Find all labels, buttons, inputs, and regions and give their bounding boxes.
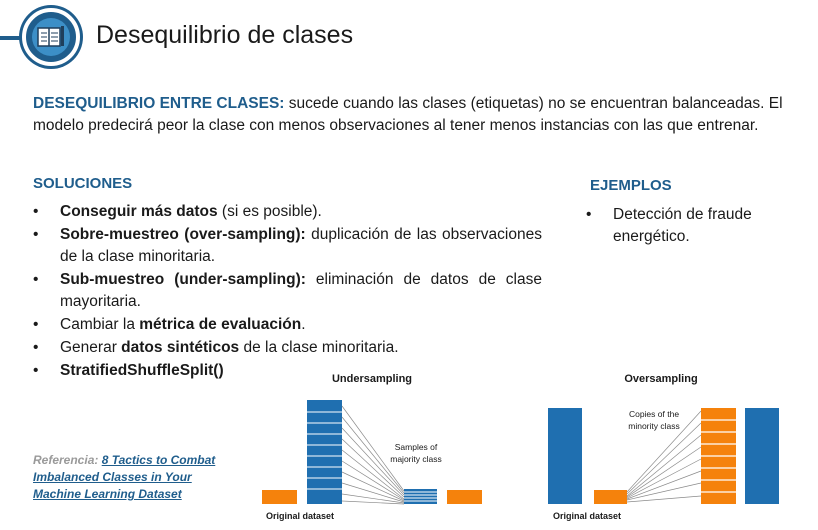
examples-heading: EJEMPLOS	[590, 177, 672, 194]
intro-term: DESEQUILIBRIO ENTRE CLASES:	[33, 95, 285, 112]
list-item: Sub-muestreo (under-sampling): eliminaci…	[33, 269, 542, 313]
minority-note-line2: minority class	[628, 421, 679, 431]
minority-note-line1: Copies of the	[629, 409, 679, 419]
majority-bar-kept	[745, 408, 779, 504]
reference: Referencia: 8 Tactics to Combat Imbalanc…	[33, 452, 233, 503]
list-item: StratifiedShuffleSplit()	[33, 360, 542, 382]
list-item: Sobre-muestreo (over-sampling): duplicac…	[33, 224, 542, 268]
reference-link[interactable]: 8 Tactics to Combat Imbalanced Classes i…	[33, 453, 216, 501]
sampled-majority-bar	[404, 489, 437, 504]
list-item: Generar datos sintéticos de la clase min…	[33, 337, 542, 359]
intro-text: sucede cuando las clases (etiquetas) no …	[33, 95, 783, 134]
examples-list: Detección de fraude energético.	[586, 204, 786, 248]
minority-bar-original	[262, 490, 297, 504]
intro-paragraph: DESEQUILIBRIO ENTRE CLASES: sucede cuand…	[33, 93, 818, 137]
page-title: Desequilibrio de clases	[96, 21, 354, 49]
undersampling-title: Undersampling	[332, 373, 412, 385]
oversampled-minority-bar	[701, 408, 736, 504]
solutions-heading: SOLUCIONES	[33, 175, 133, 192]
reference-label: Referencia:	[33, 453, 102, 467]
solutions-list: Conseguir más datos (si es posible). Sob…	[33, 201, 542, 383]
list-item: Detección de fraude energético.	[586, 204, 786, 248]
majority-bar	[307, 400, 342, 504]
header-accent-line	[0, 36, 26, 40]
majority-note-line1: Samples of	[395, 442, 438, 452]
majority-note-line2: majority class	[390, 454, 441, 464]
copy-lines	[626, 410, 702, 503]
book-icon	[22, 8, 80, 66]
oversampling-title: Oversampling	[624, 373, 697, 385]
majority-bar-original	[548, 408, 582, 504]
minority-bar-original	[594, 490, 627, 504]
undersampling-footer: Original dataset	[266, 511, 334, 521]
oversampling-footer: Original dataset	[553, 511, 621, 521]
list-item: Conseguir más datos (si es posible).	[33, 201, 542, 223]
sampling-lines	[341, 405, 405, 505]
sampling-diagram: Undersampling Samples of majority class …	[262, 373, 779, 521]
list-item: Cambiar la métrica de evaluación.	[33, 314, 542, 336]
minority-bar-kept	[447, 490, 482, 504]
